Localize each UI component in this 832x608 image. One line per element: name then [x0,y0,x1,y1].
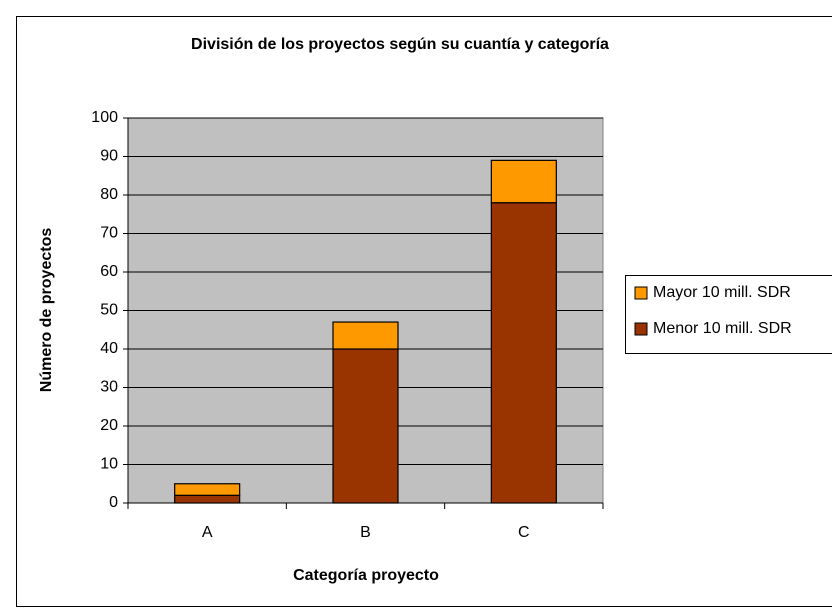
bar-segment [174,483,241,496]
y-tick-label: 80 [100,186,118,203]
bar-segment [332,348,399,504]
bar-segment [332,321,399,350]
x-tick-label: C [518,524,530,541]
y-tick-label: 40 [100,340,118,357]
legend-label: Mayor 10 mill. SDR [653,284,791,301]
x-tick-label: B [360,524,371,541]
y-axis-label: Número de proyectos [38,228,55,393]
y-tick-label: 90 [100,148,118,165]
legend-swatch [634,322,648,336]
y-tick-label: 100 [91,109,118,126]
legend-box [625,275,832,354]
y-tick-label: 20 [100,417,118,434]
y-tick-label: 50 [100,302,118,319]
legend-label: Menor 10 mill. SDR [653,320,792,337]
bar-segment [490,159,557,204]
bar-segment [490,202,557,504]
legend-swatch [634,286,648,300]
bar-segment [174,494,241,504]
chart-title: División de los proyectos según su cuant… [191,36,609,53]
y-tick-label: 70 [100,225,118,242]
y-tick-label: 10 [100,456,118,473]
x-tick-label: A [202,524,213,541]
y-tick-label: 0 [109,494,118,511]
y-tick-label: 30 [100,379,118,396]
x-axis-label: Categoría proyecto [293,567,439,584]
y-tick-label: 60 [100,263,118,280]
